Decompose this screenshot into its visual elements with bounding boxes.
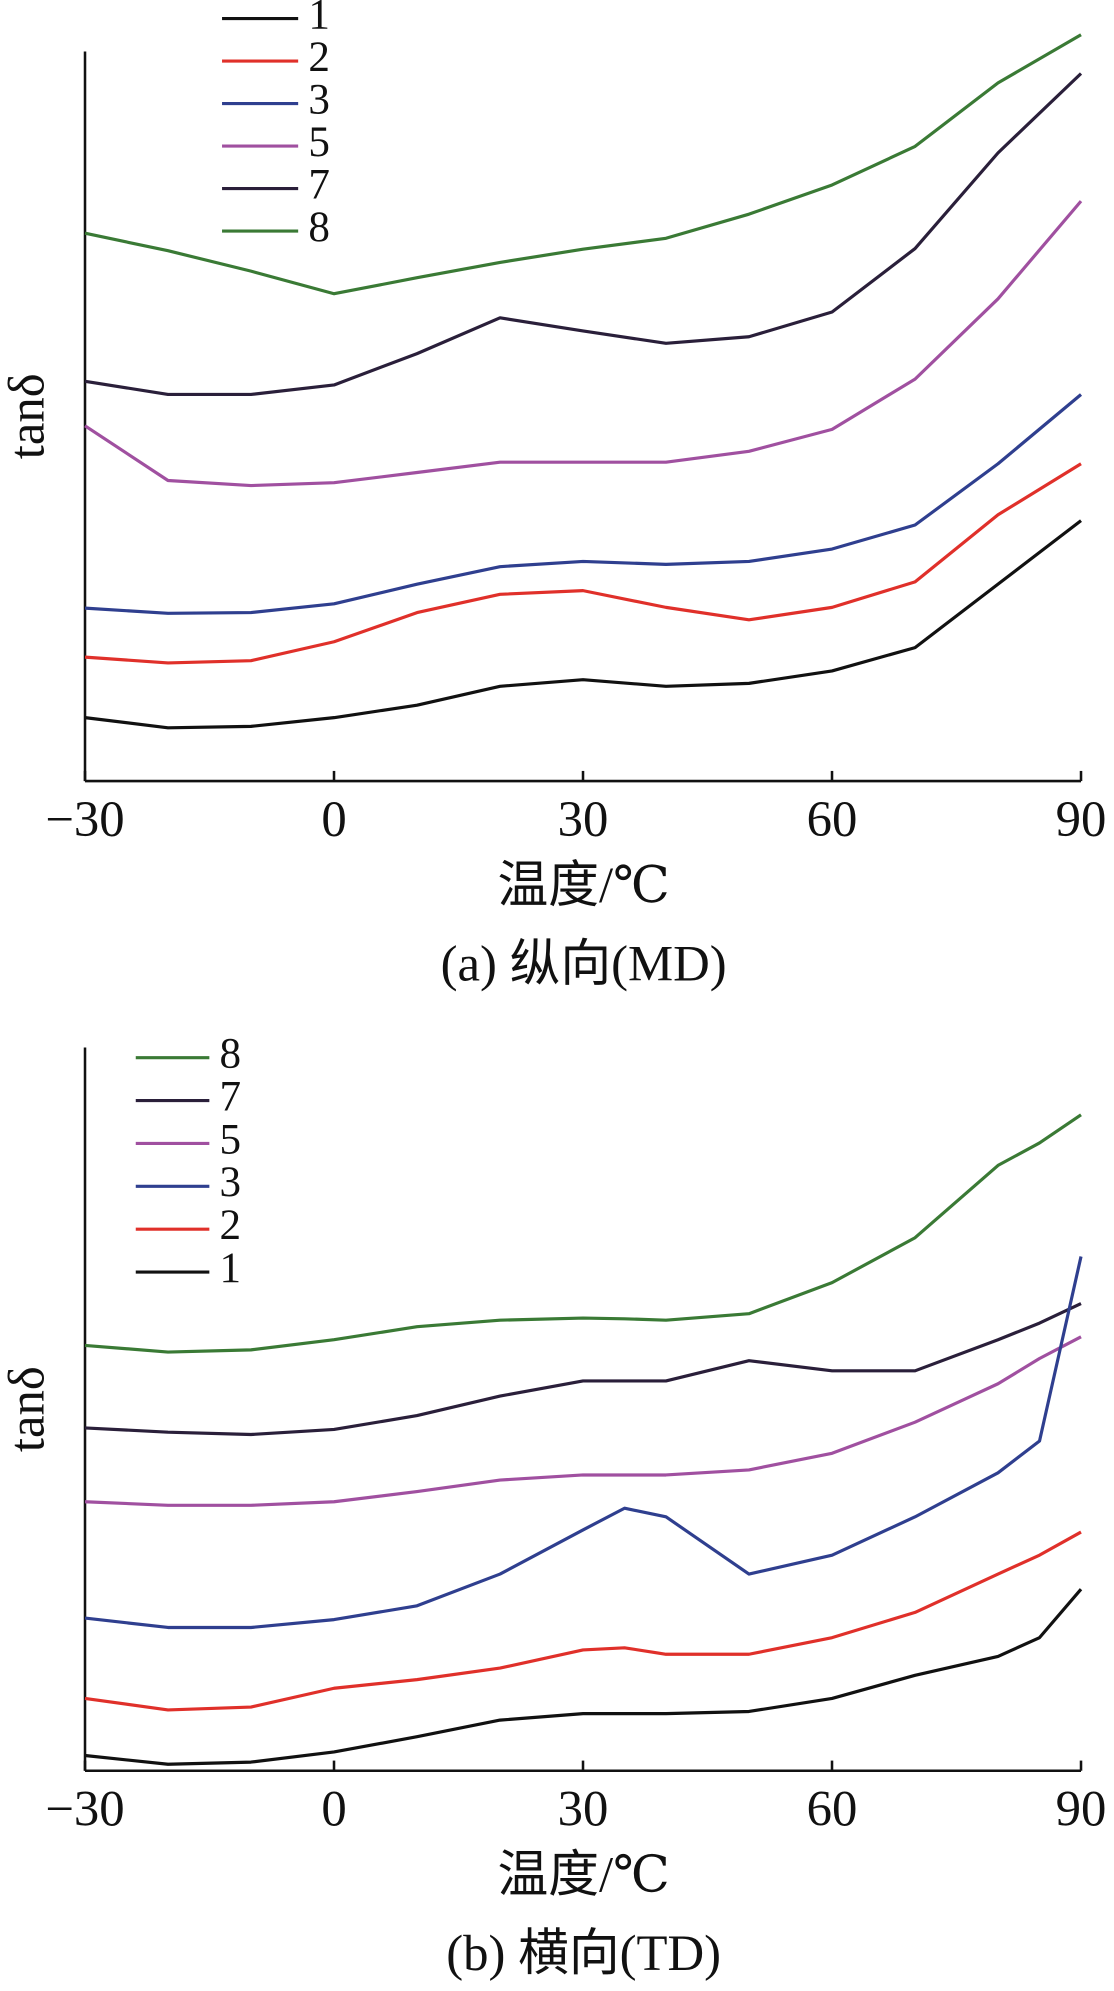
- legend-label: 8: [220, 1031, 242, 1078]
- legend-label: 3: [308, 76, 330, 123]
- x-tick-label: −30: [45, 1781, 124, 1837]
- series-line: [84, 393, 1083, 615]
- series-line: [84, 200, 1083, 488]
- series-line: [84, 1335, 1082, 1507]
- x-axis-label: 温度/℃: [497, 1846, 669, 1902]
- legend-label: 1: [220, 1245, 242, 1292]
- series-line: [84, 1588, 1083, 1766]
- series-line: [84, 519, 1082, 730]
- y-axis-label: tanδ: [0, 373, 54, 459]
- series-line: [84, 462, 1082, 665]
- x-axis-label: 温度/℃: [497, 857, 669, 913]
- x-tick-label: −30: [45, 791, 124, 847]
- y-axis-label: tanδ: [0, 1366, 54, 1452]
- legend-label: 1: [308, 0, 330, 38]
- x-tick-label: 30: [558, 791, 609, 847]
- legend-label: 8: [308, 204, 330, 251]
- x-tick-label: 0: [321, 1781, 346, 1837]
- legend-label: 5: [308, 119, 330, 166]
- series-line: [84, 1256, 1083, 1630]
- caption: (a) 纵向(MD): [441, 935, 727, 991]
- series-line: [84, 1530, 1082, 1712]
- series-line: [84, 1302, 1082, 1437]
- series-line: [84, 33, 1082, 296]
- legend-label: 7: [308, 161, 330, 208]
- legend-label: 2: [220, 1202, 242, 1249]
- x-tick-label: 90: [1056, 1781, 1107, 1837]
- legend-label: 2: [308, 34, 330, 81]
- series-line: [84, 1113, 1082, 1354]
- legend-label: 5: [220, 1116, 242, 1163]
- x-tick-label: 60: [807, 1781, 858, 1837]
- legend-label: 3: [220, 1159, 242, 1206]
- x-tick-label: 0: [321, 791, 346, 847]
- x-tick-label: 60: [807, 791, 858, 847]
- legend-label: 7: [220, 1073, 242, 1120]
- caption: (b) 横向(TD): [446, 1925, 721, 1981]
- x-tick-label: 30: [558, 1781, 609, 1837]
- x-tick-label: 90: [1056, 791, 1107, 847]
- series-line: [84, 72, 1083, 397]
